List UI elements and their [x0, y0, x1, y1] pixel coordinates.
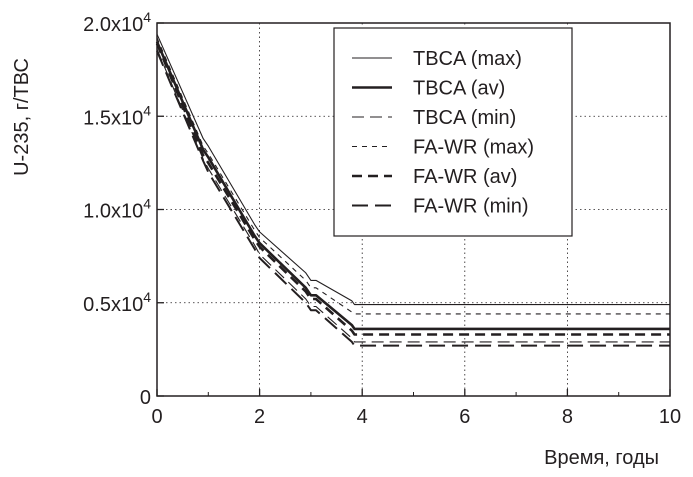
series-line-6 [156, 50, 670, 347]
tick-labels: 0 2 4 6 8 10 0 0.5x104 1.0x104 1.5x104 2.0x104 [83, 9, 681, 428]
legend-label-6: FA-WR (min) [413, 196, 529, 218]
y-tick-label: 1.5x104 [83, 102, 151, 129]
y-axis-label: U-235, г/ТВС [11, 58, 33, 176]
x-axis-label: Время, годы [544, 447, 659, 469]
y-tick-label: 1.0x104 [83, 196, 151, 223]
legend: TBCA (max) TBCA (av) TBCA (min) FA-WR (max)… [333, 27, 573, 237]
series-line-2 [155, 41, 670, 331]
legend-label-4: FA-WR (max) [413, 137, 534, 159]
y-tick-label: 0 [140, 387, 151, 409]
series-lines [155, 33, 670, 347]
series-line-4 [156, 37, 670, 315]
series-line-1 [156, 33, 670, 306]
x-tick-label: 0 [151, 406, 162, 428]
x-tick-label: 4 [357, 406, 368, 428]
series-line-5 [155, 43, 670, 336]
y-tick-label: 2.0x104 [83, 9, 151, 36]
legend-label-3: TBCA (min) [413, 107, 516, 129]
x-tick-label: 10 [659, 406, 681, 428]
y-tick-label: 0.5x104 [83, 289, 151, 316]
x-tick-label: 2 [254, 406, 265, 428]
legend-label-2: TBCA (av) [413, 78, 505, 100]
series-line-3 [156, 48, 670, 343]
x-tick-label: 8 [562, 406, 573, 428]
legend-label-1: TBCA (max) [413, 48, 522, 70]
legend-label-5: FA-WR (av) [413, 166, 517, 188]
legend-box [333, 27, 573, 237]
axis-ticks [156, 22, 671, 397]
x-tick-label: 6 [459, 406, 470, 428]
